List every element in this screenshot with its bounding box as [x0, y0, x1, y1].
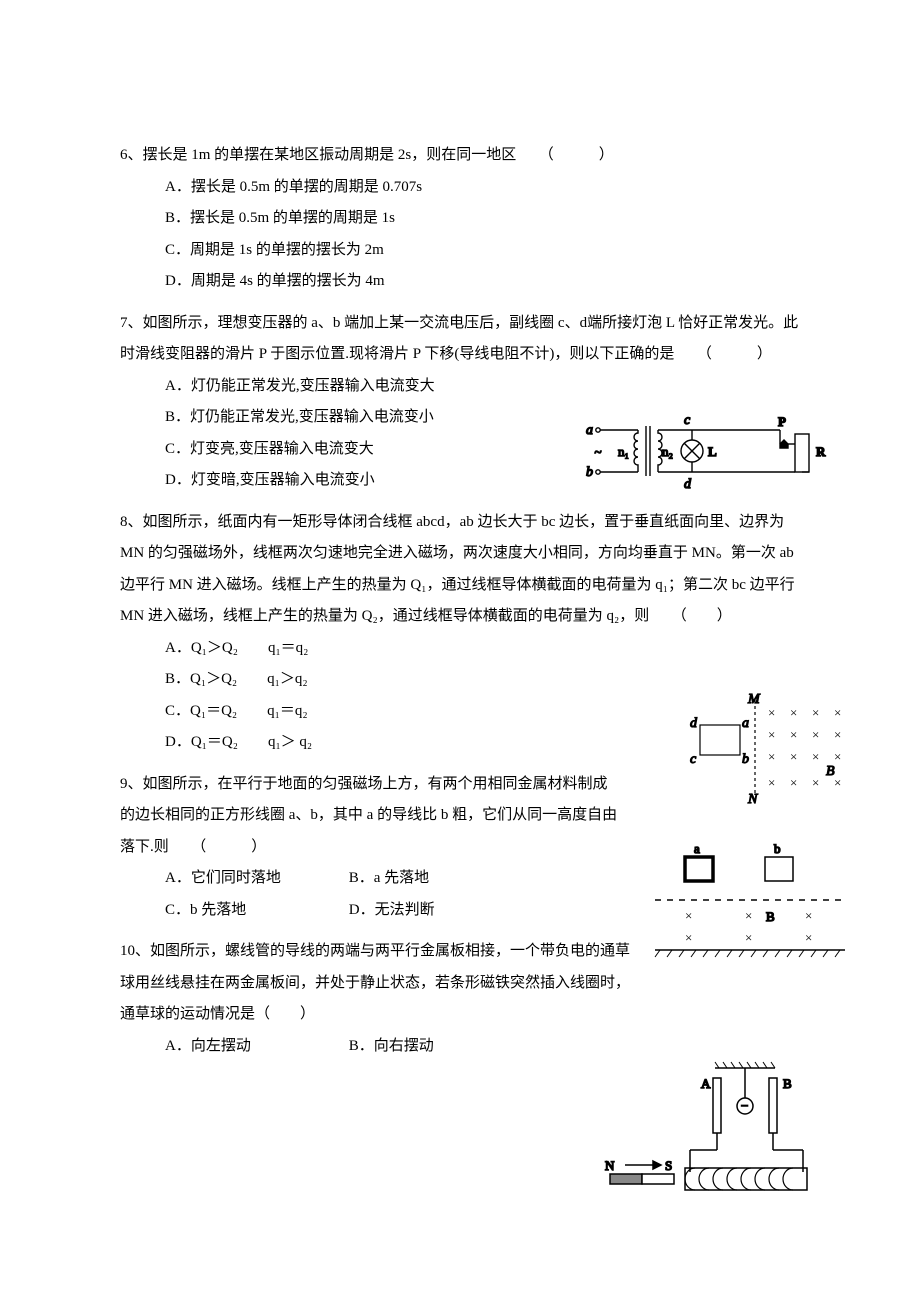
svg-text:×: ×: [745, 908, 752, 923]
q6-stem: 6、摆长是 1m 的单摆在某地区振动周期是 2s，则在同一地区 （ ）: [120, 140, 810, 172]
q8-opt-a: A．Q₁＞Q₂ q₁＝q₂: [165, 633, 810, 665]
label-d: d: [684, 477, 692, 492]
svg-text:×: ×: [805, 908, 812, 923]
label-d8: d: [690, 716, 698, 731]
label-n1: n₁: [618, 444, 629, 459]
q9-opt-b: B．a 先落地: [349, 863, 529, 895]
q8-opt-b: B．Q₁＞Q₂ q₁＞q₂: [165, 664, 810, 696]
svg-text:×: ×: [812, 749, 819, 764]
label-c: c: [684, 413, 691, 428]
q10-stem: 10、如图所示，螺线管的导线的两端与两平行金属板相接，一个带负电的通草球用丝线悬…: [120, 936, 640, 1031]
label-n2: n₂: [662, 444, 673, 459]
svg-text:×: ×: [685, 930, 692, 945]
svg-text:×: ×: [834, 749, 841, 764]
q6-opt-c: C．周期是 1s 的单摆的摆长为 2m: [165, 235, 810, 267]
label-b8: b: [742, 752, 749, 767]
q7-opt-a: A．灯仍能正常发光,变压器输入电流变大: [165, 371, 550, 403]
figure-q10: − A B N S: [605, 1060, 825, 1200]
svg-text:×: ×: [790, 727, 797, 742]
q6-opt-a: A．摆长是 0.5m 的单摆的周期是 0.707s: [165, 172, 810, 204]
figure-q9: a b ××× ××× B: [650, 845, 850, 960]
label-L: L: [708, 444, 717, 459]
q7-opt-c: C．灯变亮,变压器输入电流变大: [165, 434, 550, 466]
svg-text:×: ×: [790, 705, 797, 720]
q9-opt-d: D．无法判断: [349, 895, 529, 927]
svg-text:×: ×: [812, 775, 819, 790]
q10-opt-a: A．向左摆动: [165, 1031, 345, 1063]
svg-text:×: ×: [790, 749, 797, 764]
svg-text:×: ×: [790, 775, 797, 790]
svg-text:×: ×: [768, 775, 775, 790]
figure-q8: M N a b c d × × × × × × × × × × × × × × × × B: [680, 695, 860, 805]
q10-opt-b: B．向右摆动: [349, 1031, 529, 1063]
label-B8: B: [826, 764, 835, 779]
label-a8: a: [742, 716, 749, 731]
label-M: M: [747, 692, 761, 707]
label-b: b: [586, 465, 593, 480]
svg-text:×: ×: [834, 775, 841, 790]
q7-stem: 7、如图所示，理想变压器的 a、b 端加上某一交流电压后，副线圈 c、d端所接灯…: [120, 308, 810, 371]
question-6: 6、摆长是 1m 的单摆在某地区振动周期是 2s，则在同一地区 （ ） A．摆长…: [120, 140, 810, 298]
label-A10: A: [701, 1076, 711, 1091]
label-b9: b: [774, 841, 781, 856]
svg-text:×: ×: [834, 705, 841, 720]
svg-text:×: ×: [745, 930, 752, 945]
label-R: R: [816, 444, 826, 459]
svg-text:×: ×: [768, 705, 775, 720]
label-B10: B: [783, 1076, 792, 1091]
label-a9: a: [694, 841, 700, 856]
q6-opt-d: D．周期是 4s 的单摆的摆长为 4m: [165, 266, 810, 298]
svg-text:×: ×: [834, 727, 841, 742]
label-tilde: ~: [594, 444, 601, 459]
label-N10: N: [605, 1158, 615, 1173]
svg-text:×: ×: [768, 727, 775, 742]
label-c8: c: [690, 752, 697, 767]
svg-text:×: ×: [812, 727, 819, 742]
q7-opt-b: B．灯仍能正常发光,变压器输入电流变小: [165, 402, 550, 434]
svg-text:×: ×: [685, 908, 692, 923]
minus-icon: −: [741, 1098, 748, 1113]
q7-options: A．灯仍能正常发光,变压器输入电流变大 B．灯仍能正常发光,变压器输入电流变小 …: [120, 371, 550, 497]
label-a: a: [586, 423, 593, 438]
label-N: N: [747, 792, 758, 807]
q6-opt-b: B．摆长是 0.5m 的单摆的周期是 1s: [165, 203, 810, 235]
q6-options: A．摆长是 0.5m 的单摆的周期是 0.707s B．摆长是 0.5m 的单摆…: [120, 172, 810, 298]
q9-opt-a: A．它们同时落地: [165, 863, 345, 895]
label-B9: B: [766, 909, 775, 924]
svg-text:×: ×: [768, 749, 775, 764]
q8-stem: 8、如图所示，纸面内有一矩形导体闭合线框 abcd，ab 边长大于 bc 边长，…: [120, 507, 810, 633]
svg-text:×: ×: [805, 930, 812, 945]
figure-q7: a b ~ n₁ n₂ L c d: [580, 410, 840, 490]
svg-text:×: ×: [812, 705, 819, 720]
label-P: P: [778, 414, 786, 429]
label-S10: S: [665, 1158, 672, 1173]
q9-stem: 9、如图所示，在平行于地面的匀强磁场上方，有两个用相同金属材料制成的边长相同的正…: [120, 769, 620, 864]
q9-opt-c: C．b 先落地: [165, 895, 345, 927]
q10-options: A．向左摆动 B．向右摆动: [120, 1031, 810, 1063]
q7-opt-d: D．灯变暗,变压器输入电流变小: [165, 465, 550, 497]
